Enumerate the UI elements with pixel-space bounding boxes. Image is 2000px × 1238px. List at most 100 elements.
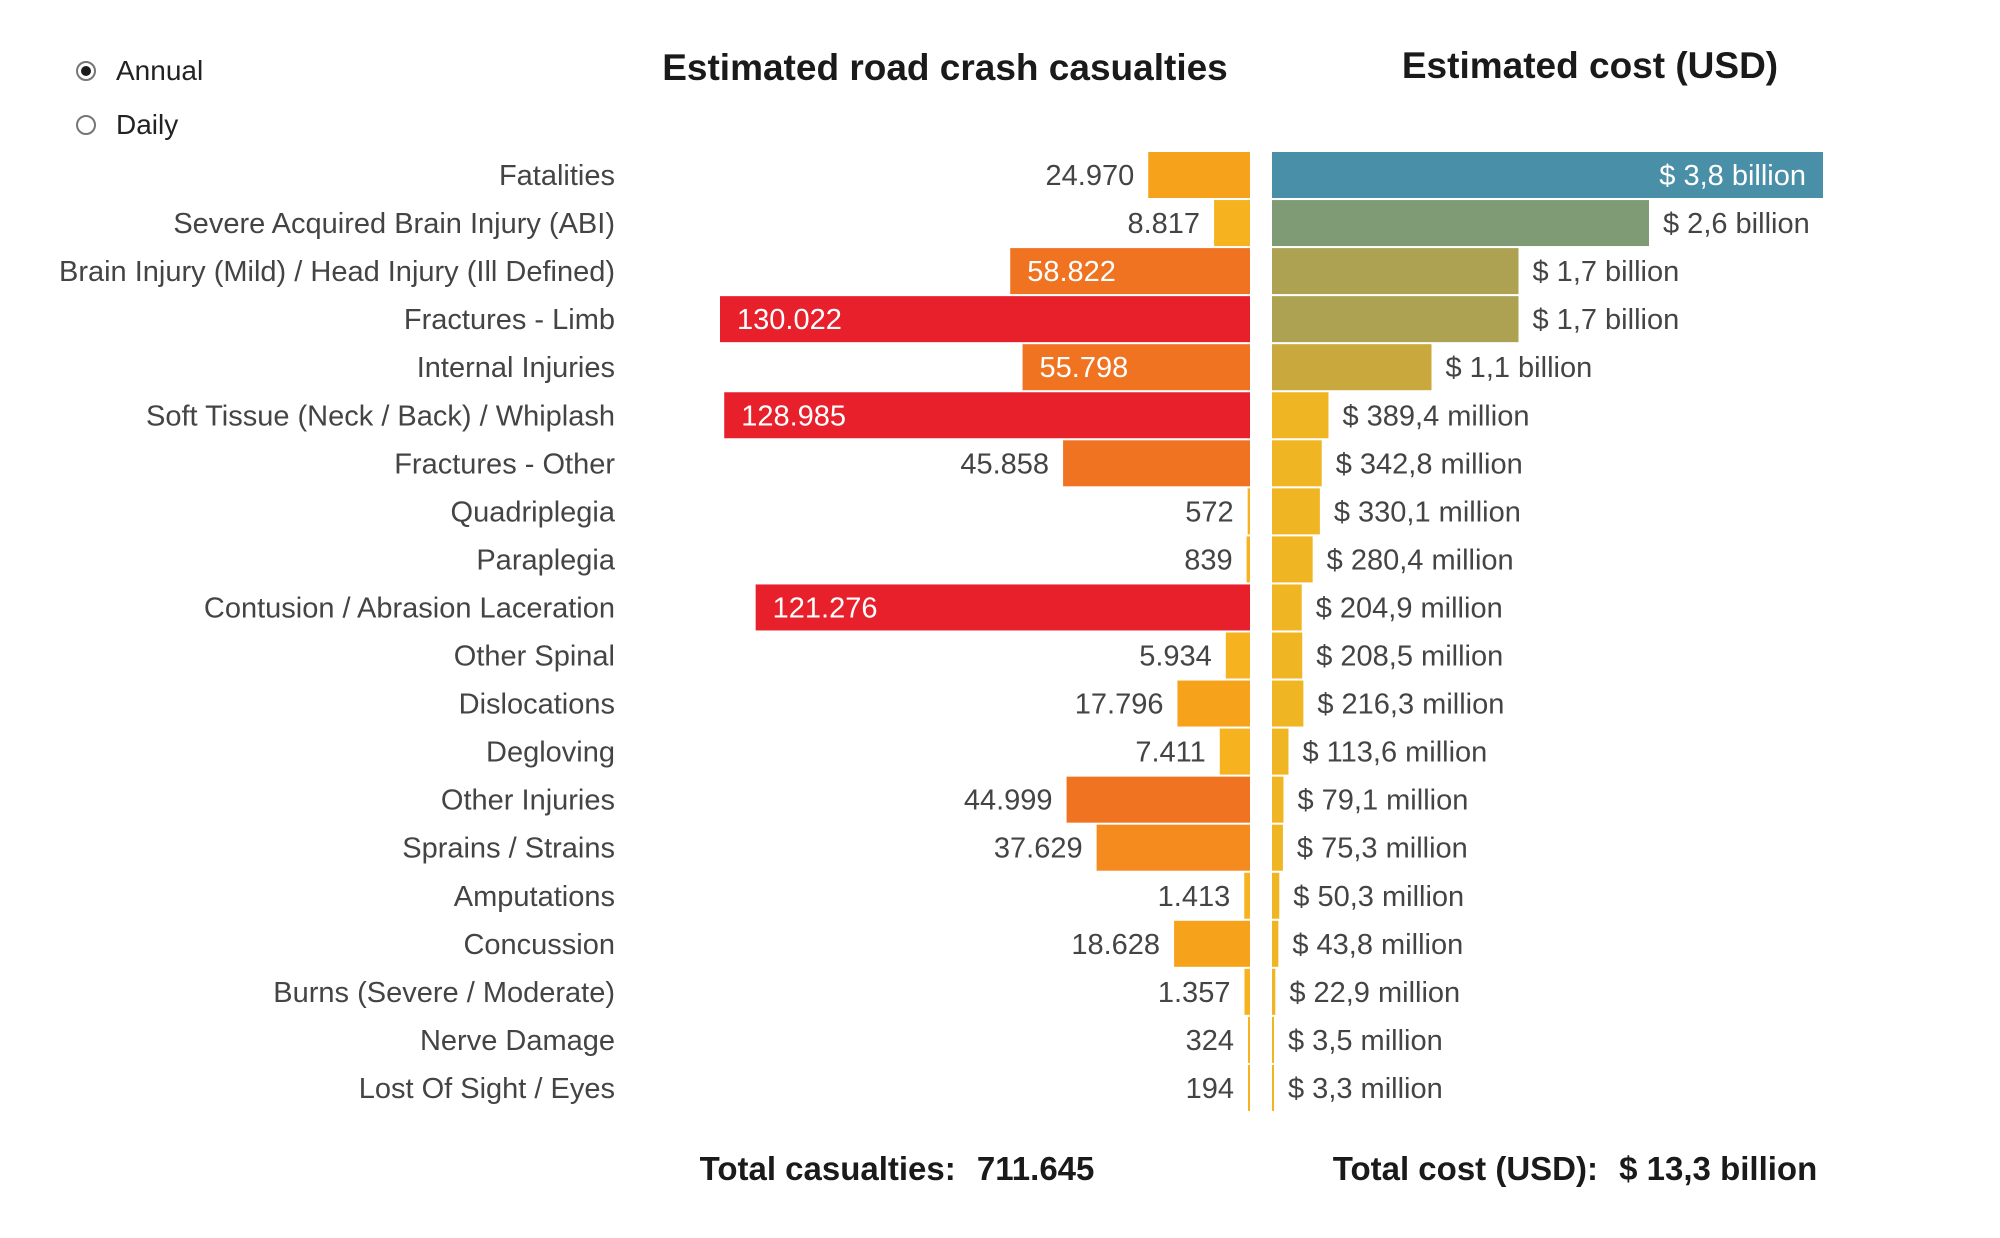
casualties-title: Estimated road crash casualties (662, 47, 1228, 88)
radio-daily-circle[interactable] (76, 115, 96, 135)
category-label: Other Injuries (441, 785, 615, 817)
casualties-value-label: 37.629 (994, 833, 1083, 865)
cost-bar (1272, 392, 1329, 439)
casualties-value-label: 572 (1185, 496, 1233, 528)
cost-bar (1272, 1016, 1274, 1063)
radio-daily-label: Daily (116, 109, 179, 140)
category-label: Other Spinal (454, 641, 615, 673)
casualties-bar (1214, 200, 1250, 247)
cost-bar (1272, 248, 1519, 295)
casualties-bar (1244, 872, 1250, 919)
casualties-value-label: 1.413 (1158, 881, 1231, 913)
period-radio-group: Annual Daily (76, 44, 203, 152)
category-label: Fractures - Other (394, 448, 615, 480)
cost-value-label: $ 1,7 billion (1533, 304, 1680, 336)
cost-value-label: $ 342,8 million (1336, 448, 1523, 480)
casualties-bar (1225, 632, 1250, 679)
casualties-value-label: 45.858 (960, 448, 1049, 480)
category-label: Internal Injuries (417, 352, 615, 384)
casualties-value-label: 8.817 (1127, 208, 1200, 240)
cost-value-label: $ 50,3 million (1293, 881, 1464, 913)
cost-bar (1272, 1064, 1274, 1111)
casualties-bar (1010, 248, 1250, 295)
casualties-bar (1063, 440, 1250, 487)
category-label: Contusion / Abrasion Laceration (204, 592, 615, 624)
category-label: Nerve Damage (420, 1025, 615, 1057)
cost-value-label: $ 43,8 million (1292, 929, 1463, 961)
casualties-bar (1174, 920, 1250, 967)
casualties-bar (1246, 536, 1250, 583)
cost-value-label: $ 216,3 million (1317, 689, 1504, 721)
casualties-value-label: 5.934 (1139, 641, 1212, 673)
radio-annual-circle[interactable] (76, 61, 96, 81)
cost-bar (1272, 536, 1313, 583)
total-casualties-label: Total casualties: (700, 1150, 956, 1187)
category-label: Degloving (486, 737, 615, 769)
radio-annual[interactable]: Annual (76, 44, 203, 98)
cost-value-label: $ 330,1 million (1334, 496, 1521, 528)
category-label: Burns (Severe / Moderate) (273, 977, 615, 1009)
cost-value-label: $ 75,3 million (1297, 833, 1468, 865)
casualties-bar (1219, 728, 1250, 775)
casualties-bar (1248, 1064, 1250, 1111)
radio-daily[interactable]: Daily (76, 98, 203, 152)
chart-rows: Fatalities 24.970 $ 3,8 billion Severe Acqu… (59, 152, 1823, 1111)
category-label: Brain Injury (Mild) / Head Injury (Ill D… (59, 256, 615, 288)
cost-value-label: $ 2,6 billion (1663, 208, 1810, 240)
category-label: Lost Of Sight / Eyes (359, 1073, 615, 1105)
casualties-bar (1066, 776, 1250, 823)
cost-bar (1272, 824, 1283, 871)
total-cost-value: $ 13,3 billion (1619, 1150, 1817, 1187)
cost-value-label: $ 3,3 million (1288, 1073, 1443, 1105)
total-casualties: Total casualties: 711.645 (700, 1150, 1095, 1187)
total-cost-label: Total cost (USD): (1333, 1150, 1598, 1187)
casualties-value-label: 121.276 (773, 592, 878, 624)
cost-bar (1272, 296, 1519, 343)
total-casualties-value: 711.645 (977, 1150, 1094, 1187)
casualties-bar (1244, 968, 1250, 1015)
cost-bar (1272, 344, 1432, 391)
casualties-bar (1096, 824, 1250, 871)
casualties-value-label: 24.970 (1046, 160, 1135, 192)
radio-selected-dot (81, 66, 91, 76)
cost-bar (1272, 872, 1280, 919)
casualties-value-label: 18.628 (1071, 929, 1160, 961)
casualties-bar (1248, 1016, 1250, 1063)
category-label: Sprains / Strains (402, 833, 615, 865)
cost-value-label: $ 280,4 million (1327, 544, 1514, 576)
cost-bar (1272, 728, 1289, 775)
category-label: Soft Tissue (Neck / Back) / Whiplash (146, 400, 615, 432)
cost-value-label: $ 113,6 million (1302, 737, 1487, 769)
casualties-value-label: 130.022 (737, 304, 842, 336)
category-label: Paraplegia (476, 544, 616, 576)
radio-annual-label: Annual (116, 55, 204, 86)
cost-bar (1272, 680, 1304, 727)
category-label: Severe Acquired Brain Injury (ABI) (173, 208, 615, 240)
category-label: Dislocations (459, 689, 615, 721)
casualties-bar (755, 584, 1250, 631)
cost-bar (1272, 488, 1320, 535)
casualties-bar (1177, 680, 1250, 727)
cost-value-label: $ 1,1 billion (1446, 352, 1593, 384)
cost-value-label: $ 389,4 million (1342, 400, 1529, 432)
cost-value-label: $ 204,9 million (1316, 592, 1503, 624)
cost-value-label: $ 3,5 million (1288, 1025, 1443, 1057)
casualties-value-label: 128.985 (741, 400, 846, 432)
casualties-bar (724, 392, 1250, 439)
cost-value-label: $ 22,9 million (1289, 977, 1460, 1009)
cost-bar (1272, 920, 1279, 967)
category-label: Quadriplegia (451, 496, 616, 528)
casualties-value-label: 7.411 (1135, 737, 1205, 769)
category-label: Fractures - Limb (404, 304, 615, 336)
category-label: Fatalities (499, 160, 615, 192)
cost-bar (1272, 200, 1649, 247)
casualties-value-label: 58.822 (1027, 256, 1116, 288)
cost-bar (1272, 584, 1302, 631)
cost-bar (1272, 152, 1823, 198)
casualties-value-label: 839 (1184, 544, 1232, 576)
casualties-bar (1247, 488, 1250, 535)
cost-bar (1272, 968, 1276, 1015)
cost-value-label: $ 79,1 million (1297, 785, 1468, 817)
cost-bar (1272, 440, 1322, 487)
